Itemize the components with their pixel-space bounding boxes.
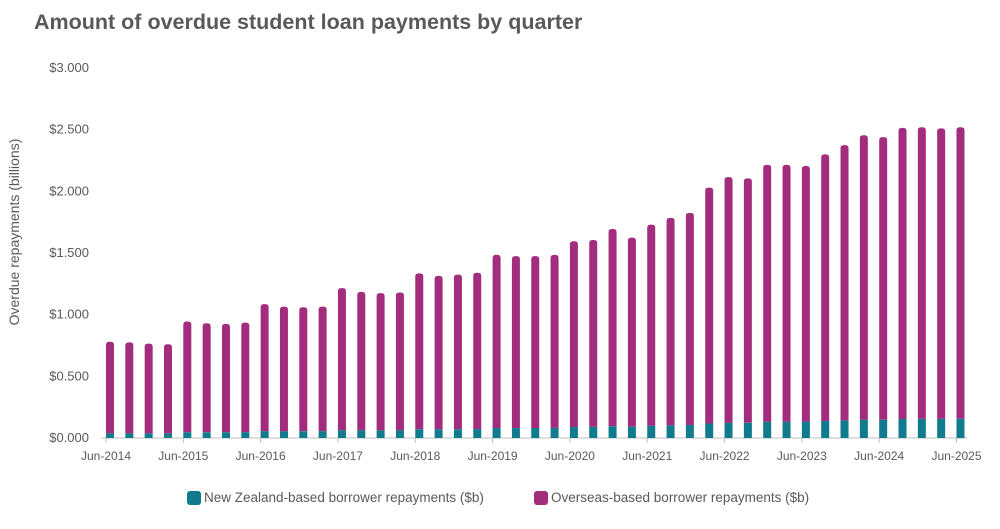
svg-text:$2.000: $2.000 [49, 183, 89, 198]
svg-text:Overseas-based borrower repaym: Overseas-based borrower repayments ($b) [551, 490, 809, 505]
svg-text:New Zealand-based borrower rep: New Zealand-based borrower repayments ($… [204, 490, 484, 505]
svg-text:$2.500: $2.500 [49, 122, 89, 137]
svg-text:Jun-2016: Jun-2016 [236, 449, 286, 463]
svg-text:$3.000: $3.000 [49, 60, 89, 75]
svg-text:Jun-2019: Jun-2019 [468, 449, 518, 463]
svg-text:$1.500: $1.500 [49, 245, 89, 260]
svg-text:Jun-2024: Jun-2024 [854, 449, 904, 463]
svg-text:$0.000: $0.000 [49, 430, 89, 445]
svg-text:$1.000: $1.000 [49, 307, 89, 322]
svg-text:Jun-2021: Jun-2021 [622, 449, 672, 463]
svg-text:Jun-2022: Jun-2022 [700, 449, 750, 463]
svg-text:Jun-2023: Jun-2023 [777, 449, 827, 463]
svg-text:Jun-2018: Jun-2018 [390, 449, 440, 463]
svg-text:Jun-2025: Jun-2025 [931, 449, 981, 463]
svg-text:Jun-2014: Jun-2014 [81, 449, 131, 463]
svg-text:$0.500: $0.500 [49, 368, 89, 383]
svg-text:Overdue repayments (billions): Overdue repayments (billions) [6, 139, 22, 326]
svg-text:Jun-2017: Jun-2017 [313, 449, 363, 463]
svg-text:Jun-2020: Jun-2020 [545, 449, 595, 463]
svg-text:Jun-2015: Jun-2015 [158, 449, 208, 463]
